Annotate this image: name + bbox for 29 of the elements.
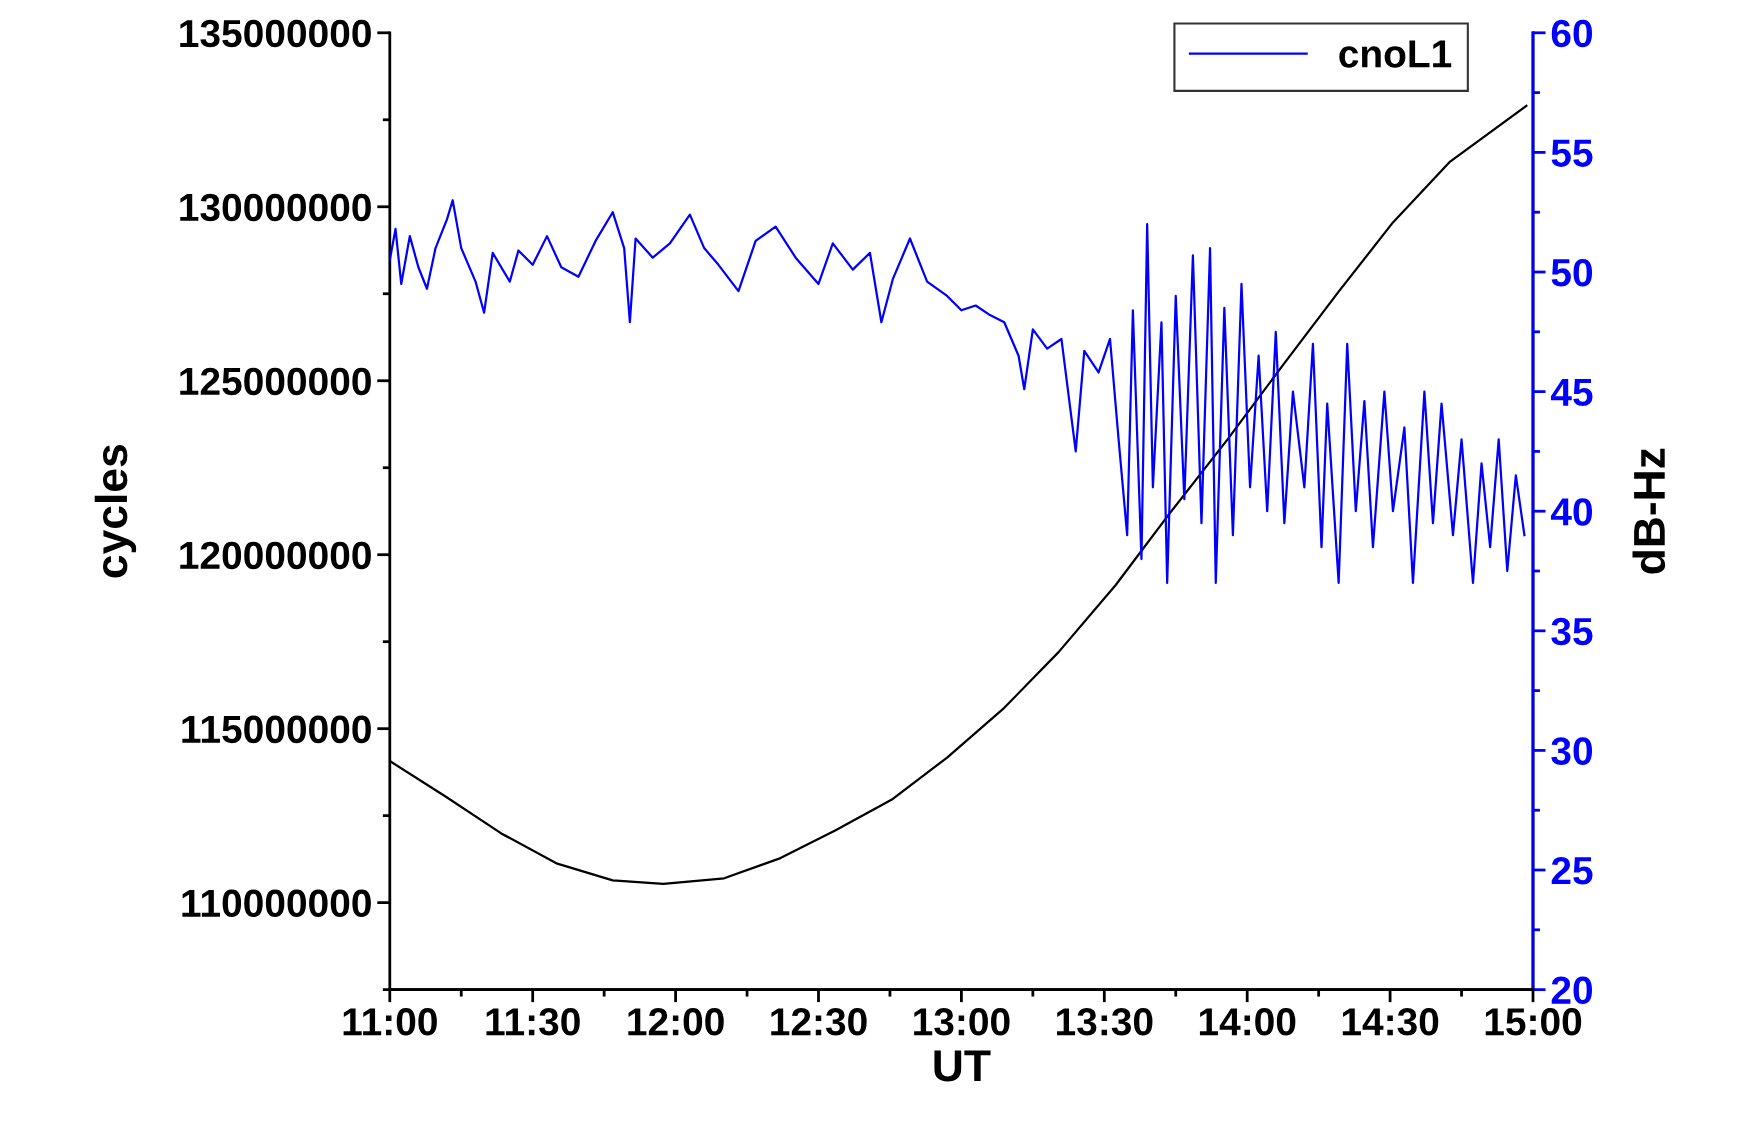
y2-tick-label: 60	[1551, 19, 1593, 48]
y-tick-label: 135000000	[180, 19, 371, 48]
x-tick-label: 13:00	[914, 1008, 1010, 1036]
x-tick-label: 15:00	[1485, 1008, 1582, 1036]
line-series	[389, 199, 1526, 585]
x-tick-label: 14:30	[1342, 1008, 1439, 1036]
x-axis-title: UT	[934, 1050, 991, 1082]
y2-tick-label: 25	[1551, 856, 1593, 885]
y2-axis-title: dB-Hz	[1632, 448, 1666, 574]
y-tick-label: 110000000	[182, 889, 371, 918]
y2-tick-label: 40	[1550, 498, 1593, 526]
y2-tick-label: 45	[1550, 378, 1593, 407]
x-tick-label: 11:30	[486, 1008, 580, 1036]
y-tick-label: 115000000	[182, 715, 371, 744]
y-tick-label: 125000000	[180, 367, 371, 396]
x-tick-label: 13:30	[1057, 1008, 1153, 1036]
y2-tick-label: 55	[1551, 139, 1593, 167]
x-tick-label: 14:00	[1199, 1008, 1296, 1036]
x-tick-label: 12:00	[628, 1008, 724, 1036]
y2-tick-label: 50	[1551, 258, 1593, 287]
y-tick-label: 120000000	[180, 541, 371, 570]
y2-tick-label: 35	[1551, 617, 1593, 646]
y2-tick-label: 30	[1551, 737, 1593, 765]
legend-label: cnoL1	[1339, 40, 1452, 68]
x-tick-label: 11:00	[343, 1008, 437, 1036]
y-axis-title: cycles	[94, 445, 137, 578]
y-tick-label: 130000000	[180, 193, 371, 222]
y2-tick-label: 20	[1551, 976, 1593, 1005]
x-tick-label: 12:30	[771, 1008, 867, 1036]
